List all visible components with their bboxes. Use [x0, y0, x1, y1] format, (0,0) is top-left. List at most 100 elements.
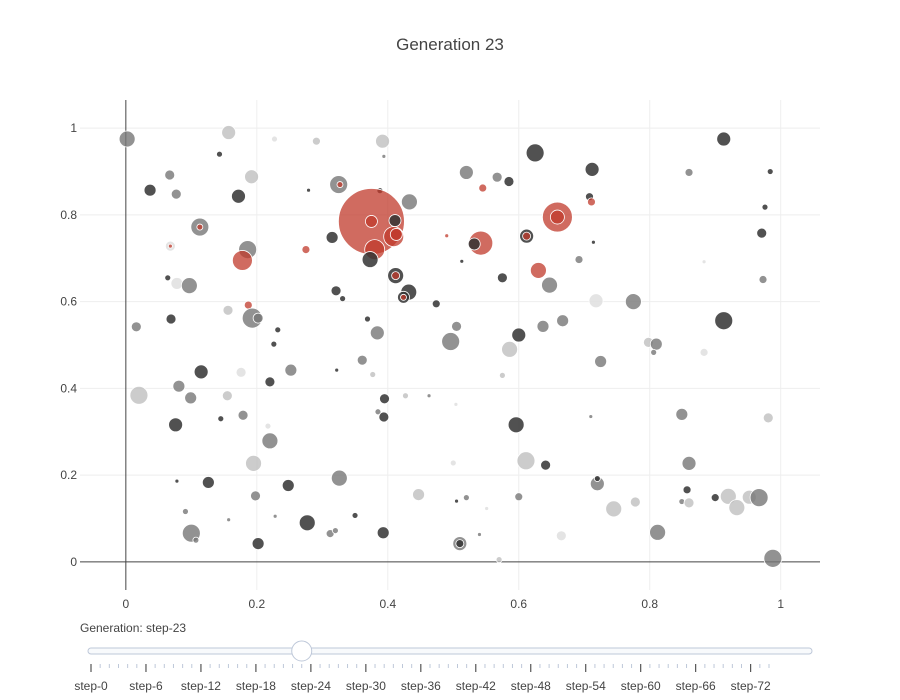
scatter-point[interactable] — [756, 227, 768, 239]
scatter-point-highlight[interactable] — [389, 228, 403, 241]
scatter-point[interactable] — [374, 408, 382, 416]
scatter-point[interactable] — [588, 293, 604, 309]
scatter-point-highlight[interactable] — [167, 243, 173, 249]
scatter-point[interactable] — [245, 454, 262, 472]
scatter-point[interactable] — [180, 277, 198, 294]
scatter-point[interactable] — [331, 527, 339, 534]
scatter-point[interactable] — [699, 347, 709, 357]
scatter-point-highlight[interactable] — [587, 197, 596, 207]
scatter-point[interactable] — [264, 376, 276, 388]
scatter-point[interactable] — [170, 188, 182, 200]
scatter-point[interactable] — [431, 299, 441, 309]
scatter-point[interactable] — [412, 488, 425, 502]
scatter-point[interactable] — [649, 337, 663, 351]
scatter-point[interactable] — [426, 393, 432, 399]
scatter-point[interactable] — [716, 131, 732, 147]
scatter-point[interactable] — [556, 314, 570, 328]
scatter-point[interactable] — [325, 231, 339, 244]
scatter-point[interactable] — [274, 326, 282, 334]
scatter-point[interactable] — [449, 459, 457, 467]
scatter-point[interactable] — [594, 355, 608, 368]
scatter-point[interactable] — [330, 469, 348, 487]
scatter-point[interactable] — [339, 295, 347, 303]
scatter-point[interactable] — [244, 169, 259, 185]
scatter-point[interactable] — [462, 494, 470, 502]
scatter-point[interactable] — [378, 411, 390, 423]
scatter-point[interactable] — [252, 312, 264, 324]
slider-handle[interactable] — [291, 640, 313, 662]
scatter-point[interactable] — [375, 133, 390, 149]
scatter-point[interactable] — [298, 514, 316, 532]
scatter-point[interactable] — [264, 422, 272, 430]
scatter-point[interactable] — [761, 203, 769, 211]
scatter-point[interactable] — [381, 153, 387, 159]
scatter-point[interactable] — [495, 556, 503, 564]
scatter-point[interactable] — [130, 321, 142, 333]
scatter-point[interactable] — [376, 526, 390, 540]
scatter-point[interactable] — [231, 188, 246, 204]
scatter-point[interactable] — [184, 391, 198, 405]
scatter-point[interactable] — [182, 508, 189, 515]
scatter-point[interactable] — [272, 513, 278, 519]
scatter-point[interactable] — [270, 340, 278, 348]
scatter-point[interactable] — [714, 311, 734, 331]
scatter-point[interactable] — [536, 319, 550, 333]
scatter-point[interactable] — [369, 325, 385, 341]
scatter-point[interactable] — [484, 506, 490, 511]
scatter-point-highlight[interactable] — [478, 183, 488, 193]
scatter-point[interactable] — [593, 475, 601, 482]
scatter-point[interactable] — [281, 479, 295, 492]
scatter-point-highlight[interactable] — [336, 181, 344, 188]
scatter-point[interactable] — [541, 276, 558, 294]
scatter-point[interactable] — [388, 214, 402, 227]
scatter-point[interactable] — [170, 277, 184, 290]
scatter-point[interactable] — [728, 499, 746, 517]
scatter-point[interactable] — [762, 412, 774, 424]
scatter-point[interactable] — [491, 171, 503, 183]
scatter-point[interactable] — [574, 255, 584, 264]
scatter-point[interactable] — [441, 332, 461, 351]
scatter-point[interactable] — [330, 285, 342, 297]
scatter-point[interactable] — [226, 517, 232, 523]
scatter-point-highlight[interactable] — [549, 209, 565, 225]
scatter-point[interactable] — [455, 539, 465, 549]
scatter-point[interactable] — [540, 459, 552, 471]
scatter-point[interactable] — [453, 402, 459, 407]
scatter-point[interactable] — [588, 414, 594, 419]
scatter-point[interactable] — [164, 274, 172, 282]
scatter-point[interactable] — [682, 485, 692, 495]
scatter-point[interactable] — [649, 523, 666, 541]
scatter-point[interactable] — [361, 251, 379, 268]
scatter-point[interactable] — [165, 313, 177, 325]
scatter-point-highlight[interactable] — [400, 293, 407, 301]
scatter-point-highlight[interactable] — [301, 245, 311, 255]
scatter-point[interactable] — [459, 258, 465, 264]
scatter-point[interactable] — [451, 320, 462, 332]
scatter-point[interactable] — [306, 187, 311, 193]
scatter-point[interactable] — [710, 493, 720, 503]
scatter-point[interactable] — [525, 143, 545, 163]
scatter-point[interactable] — [174, 478, 180, 484]
scatter-point-highlight[interactable] — [522, 231, 532, 241]
scatter-point[interactable] — [364, 315, 371, 323]
scatter-point[interactable] — [511, 327, 527, 343]
scatter-point-highlight[interactable] — [196, 223, 204, 231]
scatter-point[interactable] — [501, 340, 518, 358]
scatter-point[interactable] — [251, 537, 265, 551]
scatter-point[interactable] — [192, 536, 200, 544]
scatter-point[interactable] — [216, 150, 223, 158]
scatter-point[interactable] — [681, 455, 697, 471]
scatter-point-highlight[interactable] — [232, 250, 253, 271]
scatter-point-highlight[interactable] — [444, 233, 450, 239]
scatter-point[interactable] — [217, 415, 225, 423]
scatter-point[interactable] — [168, 417, 184, 433]
scatter-point[interactable] — [193, 364, 209, 380]
scatter-point[interactable] — [498, 371, 506, 379]
scatter-point[interactable] — [351, 512, 359, 519]
scatter-point[interactable] — [555, 530, 567, 542]
scatter-point[interactable] — [763, 548, 783, 568]
generation-slider[interactable]: Generation: step-23 step-0 step-6 step-12 s… — [74, 621, 813, 693]
scatter-point[interactable] — [758, 275, 768, 284]
scatter-point[interactable] — [284, 363, 298, 377]
scatter-point[interactable] — [356, 354, 368, 366]
